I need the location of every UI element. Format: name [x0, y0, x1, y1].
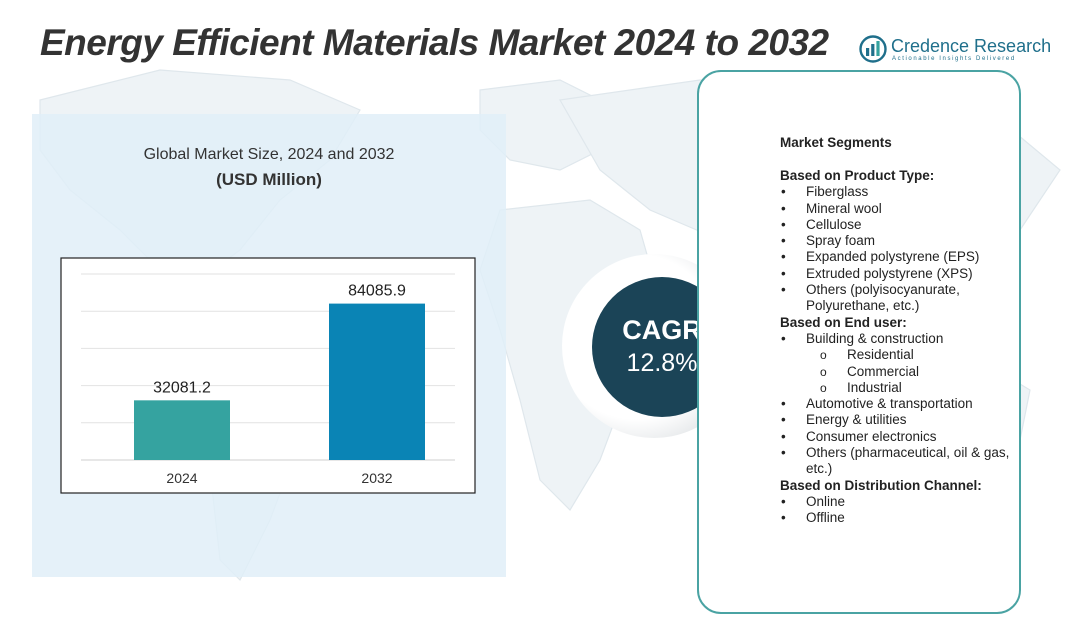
segment-item: Online	[780, 494, 1016, 511]
x-tick-label-2032: 2032	[361, 470, 392, 486]
brand-tagline: Actionable Insights Delivered	[892, 56, 1016, 62]
segments-heading: Market Segments	[780, 135, 892, 150]
segment-group-title: Based on Product Type:	[780, 168, 935, 183]
segment-item: Mineral wool	[780, 201, 1016, 218]
chart-subtitle: (USD Million)	[216, 170, 322, 189]
segment-item: Automotive & transportation	[780, 396, 1016, 413]
credence-logo-icon	[859, 35, 887, 63]
segment-item: Expanded polystyrene (EPS)	[780, 249, 1016, 266]
segment-subitem: Residential	[780, 347, 1016, 364]
segment-item: Energy & utilities	[780, 412, 1016, 429]
data-label-2032: 84085.9	[348, 283, 406, 300]
segment-item: Fiberglass	[780, 184, 1016, 201]
segment-item: Offline	[780, 510, 1016, 527]
segment-group-title: Based on Distribution Channel:	[780, 477, 982, 493]
chart-panel: Global Market Size, 2024 and 2032 (USD M…	[32, 114, 506, 577]
cagr-label: CAGR	[622, 315, 702, 345]
segment-item: Others (pharmaceutical, oil & gas, etc.)	[780, 445, 1016, 478]
brand-name: Credence Research	[891, 36, 1052, 56]
segment-item: Building & construction	[780, 331, 1016, 348]
segment-group-title: Based on End user:	[780, 314, 907, 330]
chart-title: Global Market Size, 2024 and 2032	[143, 146, 395, 163]
segments-list: Based on Product Type:FiberglassMineral …	[780, 168, 1016, 527]
x-tick-label-2024: 2024	[166, 470, 197, 486]
segment-item: Extruded polystyrene (XPS)	[780, 266, 1016, 283]
data-label-2024: 32081.2	[153, 379, 211, 396]
segment-item: Others (polyisocyanurate, Polyurethane, …	[780, 282, 1016, 315]
segment-item: Cellulose	[780, 217, 1016, 234]
segment-item: Consumer electronics	[780, 429, 1016, 446]
bar-2024	[134, 400, 230, 460]
brand-logo: Credence Research Actionable Insights De…	[858, 34, 1058, 68]
segment-item: Spray foam	[780, 233, 1016, 250]
segment-subitem: Industrial	[780, 380, 1016, 397]
segment-subitem: Commercial	[780, 364, 1016, 381]
bar-2032	[329, 303, 425, 460]
bar-chart: 32081.2 2024 84085.9 2032	[60, 257, 476, 494]
page-title: Energy Efficient Materials Market 2024 t…	[40, 22, 829, 63]
market-segments-panel: Market Segments Based on Product Type:Fi…	[697, 70, 1021, 614]
cagr-value: 12.8%	[626, 349, 698, 377]
